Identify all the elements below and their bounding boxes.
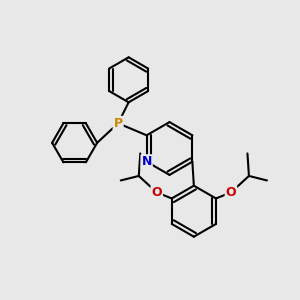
Text: P: P	[114, 117, 123, 130]
Text: O: O	[226, 186, 236, 199]
Text: O: O	[152, 186, 162, 199]
Text: N: N	[141, 155, 152, 168]
